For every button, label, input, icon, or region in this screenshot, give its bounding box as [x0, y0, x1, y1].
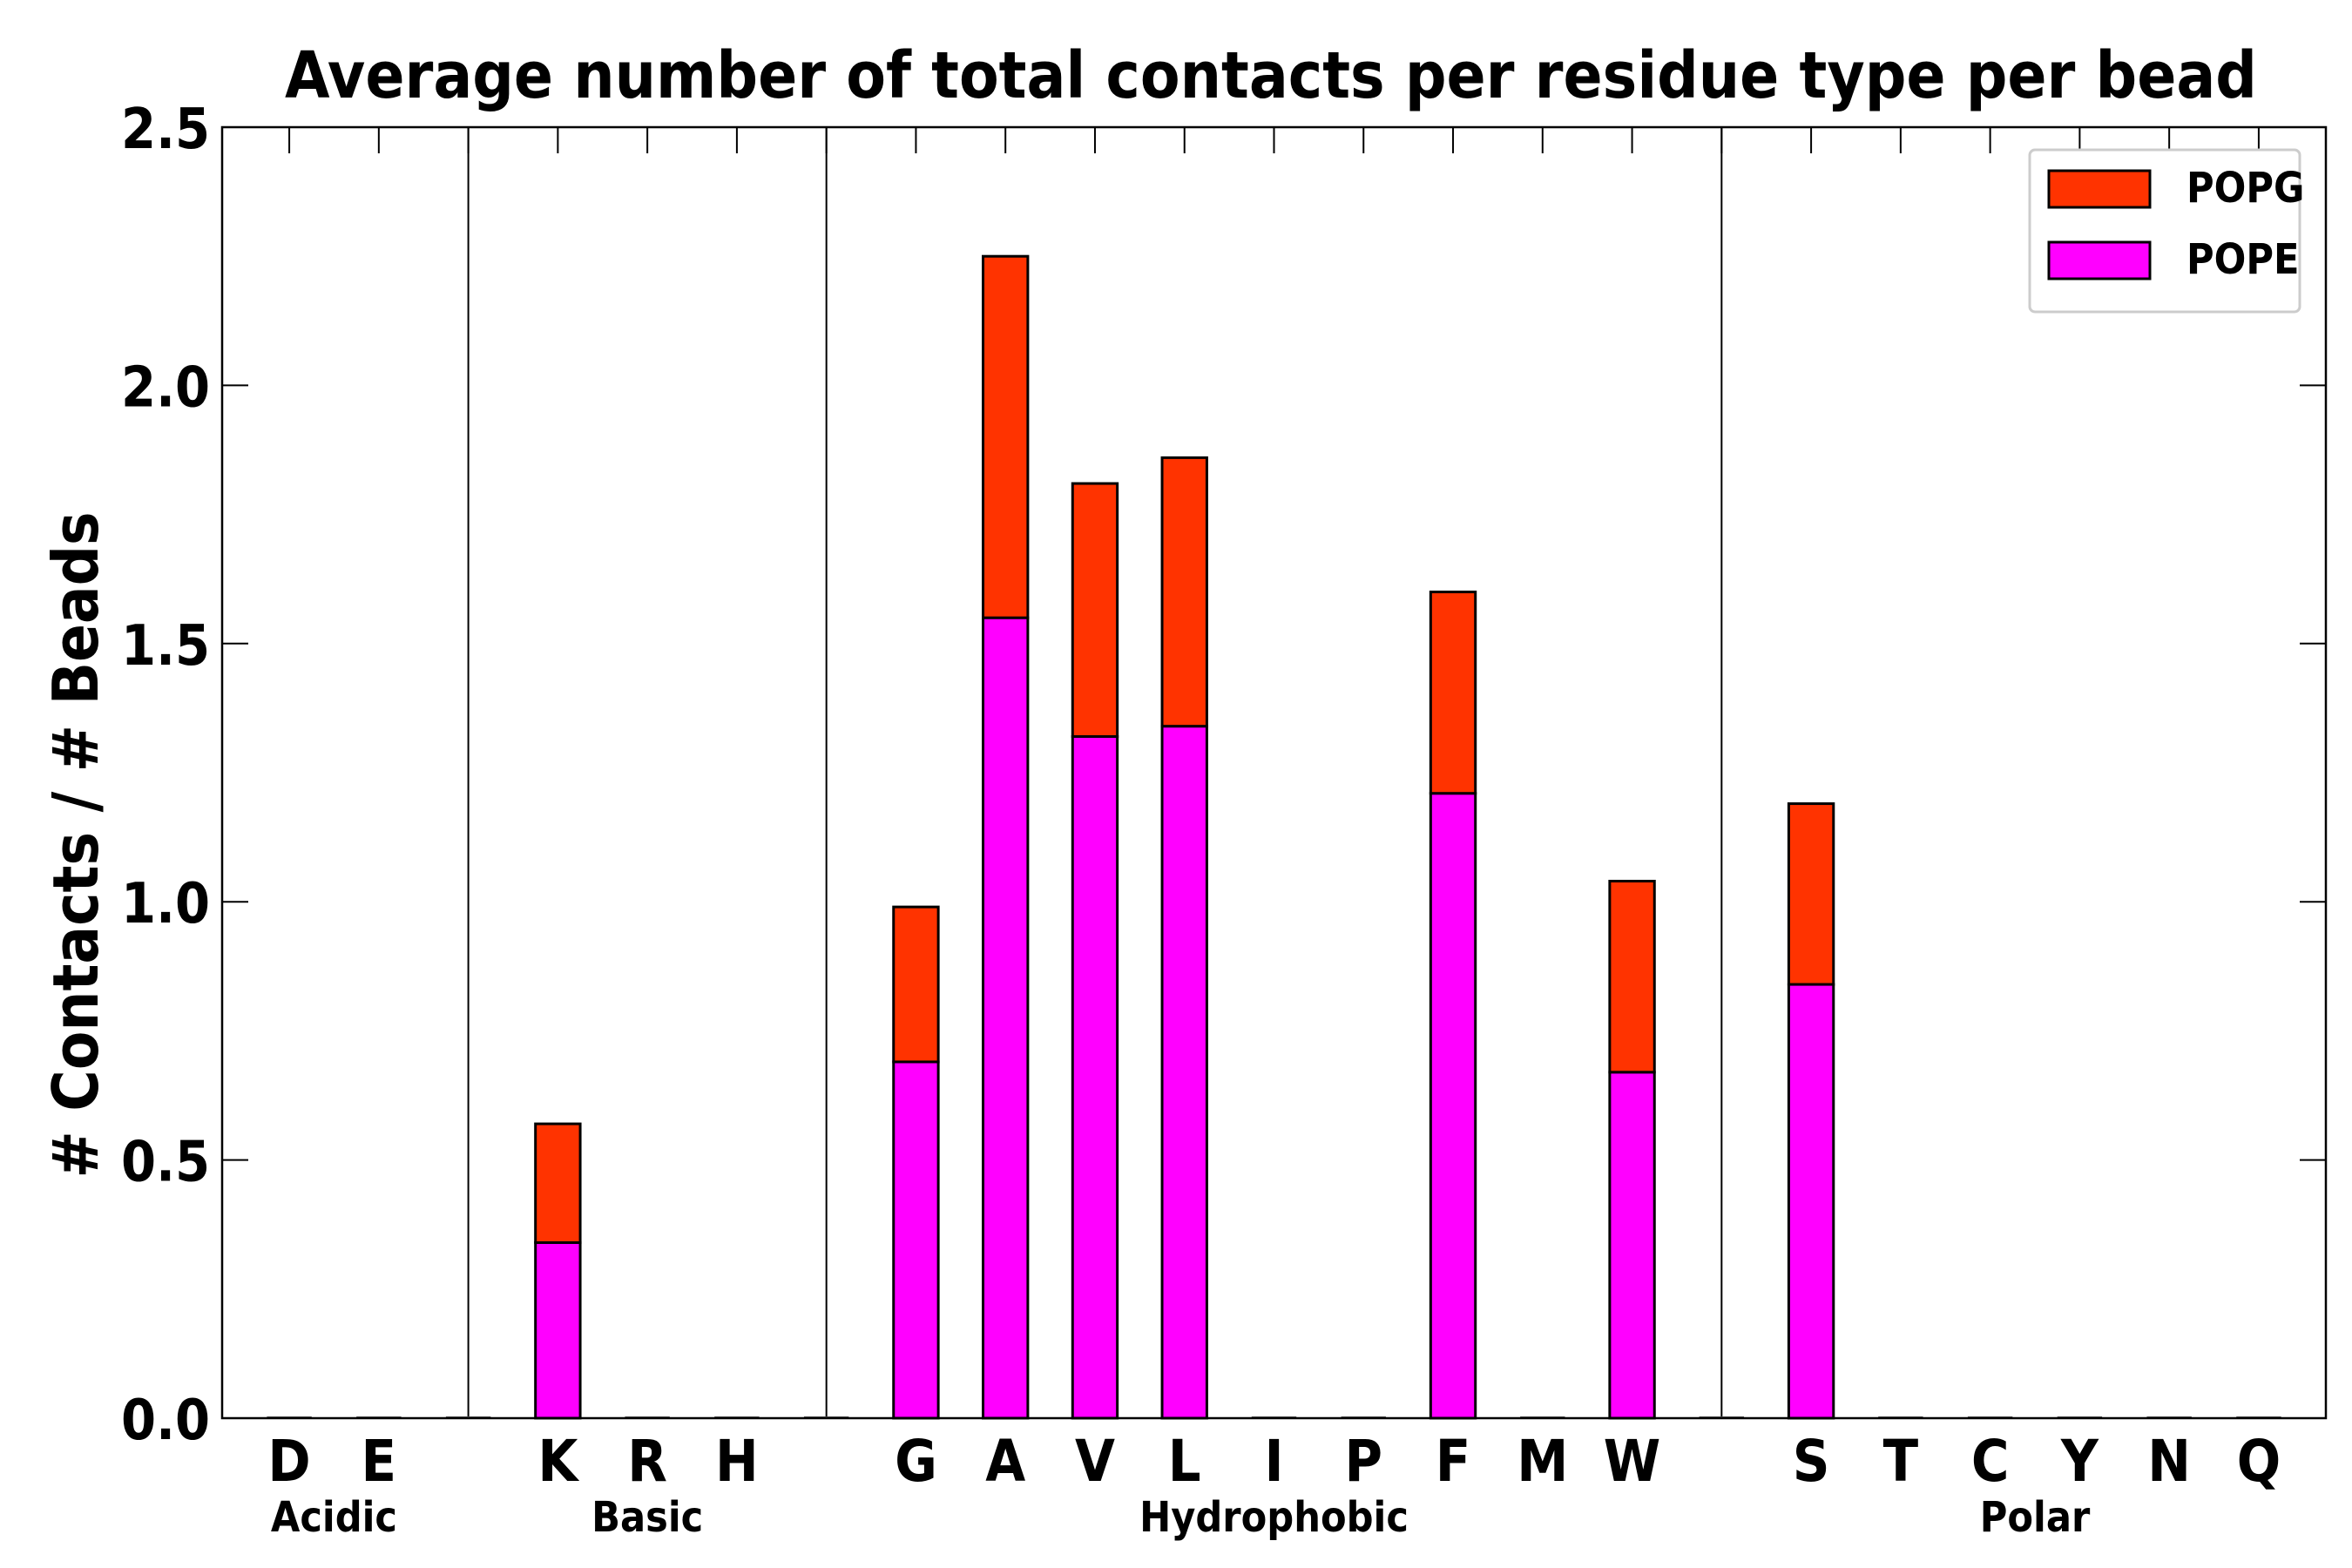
y-tick-label: 1.0 [121, 872, 210, 936]
bar-pope-a [982, 616, 1030, 1420]
bar-popg-a [982, 254, 1030, 619]
group-separators [467, 127, 1723, 1418]
y-tick-label: 2.0 [121, 355, 210, 420]
x-tick-label-d: D [267, 1428, 310, 1495]
bar-pope-v [1071, 735, 1119, 1420]
bar-popg-l [1160, 456, 1208, 728]
x-tick-label-v: V [1075, 1428, 1115, 1495]
bar-popg-k [534, 1122, 582, 1244]
y-axis-label: # Contacts / # Beads [39, 511, 112, 1178]
group-label-polar: Polar [1980, 1493, 2091, 1542]
x-tick-label-n: N [2147, 1428, 2191, 1495]
x-tick-label-e: E [362, 1428, 397, 1495]
y-tick-label: 1.5 [121, 614, 210, 679]
x-tick-label-p: P [1345, 1428, 1383, 1495]
legend-label-pope: POPE [2186, 235, 2300, 284]
chart-title: Average number of total contacts per res… [285, 38, 2257, 113]
x-tick-label-q: Q [2237, 1428, 2281, 1495]
x-tick-label-t: T [1883, 1428, 1919, 1495]
x-tick-label-h: H [715, 1428, 759, 1495]
bar-popg-v [1071, 482, 1119, 739]
legend-label-popg: POPG [2186, 164, 2304, 213]
axis-ticks: 0.0 0.5 1.0 1.5 2.0 2.5 D E K R H G A V L I P F M W S T C Y N Q Ac… [121, 98, 2326, 1542]
x-tick-label-m: M [1517, 1428, 1568, 1495]
bar-pope-s [1787, 983, 1835, 1420]
legend-swatch-pope [2047, 240, 2152, 280]
bars [267, 254, 2281, 1420]
x-tick-label-l: L [1168, 1428, 1201, 1495]
legend: POPG POPE [2028, 148, 2304, 314]
group-label-acidic: Acidic [271, 1493, 397, 1542]
x-tick-label-g: G [895, 1428, 937, 1495]
bar-pope-f [1429, 792, 1477, 1420]
bar-popg-f [1429, 591, 1477, 795]
bar-pope-g [892, 1060, 940, 1420]
x-tick-label-a: A [985, 1428, 1025, 1495]
y-tick-label: 2.5 [121, 98, 210, 162]
bar-popg-w [1608, 879, 1656, 1074]
x-tick-label-w: W [1604, 1428, 1661, 1495]
group-label-hydrophobic: Hydrophobic [1139, 1493, 1409, 1542]
x-tick-label-r: R [627, 1428, 667, 1495]
bar-popg-g [892, 905, 940, 1064]
plot-frame [220, 125, 2328, 1420]
bar-pope-k [534, 1240, 582, 1420]
bar-pope-l [1160, 725, 1208, 1420]
x-tick-label-c: C [1971, 1428, 2010, 1495]
bar-pope-w [1608, 1071, 1656, 1420]
y-tick-label: 0.0 [121, 1389, 210, 1453]
x-tick-label-f: F [1436, 1428, 1471, 1495]
x-tick-label-i: I [1264, 1428, 1283, 1495]
x-tick-label-y: Y [2060, 1428, 2099, 1495]
y-tick-label: 0.5 [121, 1131, 210, 1195]
bar-popg-s [1787, 802, 1835, 986]
x-tick-label-s: S [1793, 1428, 1830, 1495]
legend-swatch-popg [2047, 169, 2152, 209]
group-label-basic: Basic [591, 1493, 703, 1542]
x-tick-label-k: K [537, 1428, 579, 1495]
